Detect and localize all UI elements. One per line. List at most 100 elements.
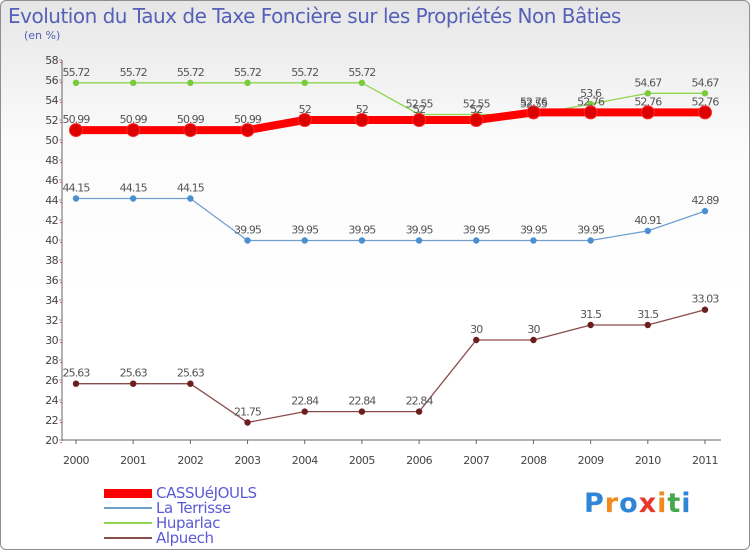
data-point bbox=[244, 79, 251, 87]
data-label: 52.76 bbox=[692, 95, 720, 108]
data-point bbox=[701, 306, 709, 313]
data-point bbox=[183, 123, 198, 138]
x-tick-label: 2008 bbox=[520, 454, 546, 467]
data-label: 52.76 bbox=[634, 95, 662, 108]
data-point bbox=[301, 237, 308, 244]
data-point bbox=[701, 90, 709, 97]
data-label: 25.63 bbox=[177, 367, 205, 380]
x-tick-label: 2010 bbox=[635, 454, 661, 467]
series-line-la-terrisse bbox=[76, 197, 706, 242]
data-point bbox=[473, 336, 480, 344]
x-tick-label: 2009 bbox=[578, 454, 604, 467]
data-label: 30 bbox=[470, 323, 483, 336]
data-label: 53.6 bbox=[580, 87, 602, 100]
data-label: 40.91 bbox=[634, 214, 661, 227]
data-label: 52 bbox=[356, 103, 368, 116]
y-tick-label: 44 bbox=[45, 194, 58, 207]
y-tick-label: 46 bbox=[45, 174, 58, 187]
legend-label-la-terrisse[interactable]: La Terrisse bbox=[156, 499, 231, 517]
proxiti-logo: Proxiti bbox=[584, 488, 692, 519]
x-tick-label: 2001 bbox=[120, 454, 146, 467]
y-tick-label: 30 bbox=[45, 334, 58, 347]
data-label: 39.95 bbox=[577, 224, 605, 237]
data-point bbox=[244, 237, 251, 244]
data-label: 39.95 bbox=[348, 224, 376, 237]
data-label: 52 bbox=[470, 103, 482, 116]
y-tick-label: 36 bbox=[45, 274, 58, 287]
data-point bbox=[701, 207, 709, 215]
data-point bbox=[297, 113, 312, 127]
y-tick-label: 34 bbox=[45, 294, 58, 307]
data-point bbox=[126, 123, 141, 138]
data-point bbox=[244, 419, 251, 426]
y-tick-label: 20 bbox=[45, 434, 58, 447]
legend-label-alpuech[interactable]: Alpuech bbox=[156, 529, 214, 547]
data-label: 50.99 bbox=[177, 113, 205, 126]
data-point bbox=[187, 195, 194, 202]
data-point bbox=[354, 113, 369, 127]
y-tick-label: 22 bbox=[45, 414, 58, 427]
data-label: 44.15 bbox=[120, 182, 148, 195]
data-label: 52.76 bbox=[520, 95, 548, 108]
data-point bbox=[129, 380, 137, 387]
data-label: 55.72 bbox=[177, 66, 204, 79]
y-tick-label: 52 bbox=[45, 114, 58, 127]
data-label: 55.72 bbox=[291, 66, 318, 79]
series-line-cassu-jouls bbox=[76, 108, 705, 135]
data-point bbox=[129, 195, 137, 202]
data-label: 50.99 bbox=[120, 113, 148, 126]
data-point bbox=[469, 113, 484, 127]
data-point bbox=[72, 380, 80, 387]
legend-swatch-la-terrisse bbox=[104, 507, 152, 509]
data-label: 55.72 bbox=[234, 66, 261, 79]
series-line-alpuech bbox=[76, 309, 706, 424]
y-tick-label: 38 bbox=[45, 254, 58, 267]
y-tick-label: 26 bbox=[45, 374, 58, 387]
x-tick-label: 2004 bbox=[292, 454, 318, 467]
data-label: 52 bbox=[299, 103, 311, 116]
y-tick-label: 32 bbox=[45, 314, 58, 327]
data-label: 39.95 bbox=[463, 224, 491, 237]
y-tick-label: 40 bbox=[45, 234, 58, 247]
data-label: 31.5 bbox=[580, 308, 602, 321]
data-point bbox=[530, 237, 537, 244]
x-tick-label: 2000 bbox=[63, 454, 89, 467]
data-label: 50.99 bbox=[234, 113, 262, 126]
data-label: 52.55 bbox=[463, 98, 491, 111]
data-point bbox=[583, 105, 598, 120]
series-line-huparlac bbox=[76, 82, 705, 116]
data-label: 44.15 bbox=[177, 182, 205, 195]
data-label: 39.95 bbox=[234, 224, 262, 237]
x-tick-label: 2007 bbox=[463, 454, 489, 467]
data-point bbox=[587, 237, 594, 244]
x-tick-label: 2003 bbox=[235, 454, 261, 467]
data-point bbox=[412, 113, 427, 127]
legend-label-huparlac[interactable]: Huparlac bbox=[156, 514, 221, 532]
y-tick-label: 54 bbox=[45, 94, 58, 107]
data-point bbox=[72, 195, 80, 202]
data-label: 39.95 bbox=[406, 224, 434, 237]
data-point bbox=[301, 79, 308, 87]
y-tick-label: 24 bbox=[45, 394, 58, 407]
x-tick-label: 2011 bbox=[692, 454, 718, 467]
data-point bbox=[72, 79, 80, 87]
data-label: 55.72 bbox=[63, 66, 90, 79]
legend-label-cassuejouls[interactable]: CASSUéJOULS bbox=[156, 484, 257, 502]
data-point bbox=[644, 90, 652, 97]
data-label: 31.5 bbox=[637, 308, 659, 321]
data-label: 55.72 bbox=[348, 66, 375, 79]
data-label: 50.99 bbox=[63, 113, 91, 126]
chart-title: Evolution du Taux de Taxe Foncière sur l… bbox=[8, 4, 621, 28]
data-label: 52.55 bbox=[520, 98, 548, 111]
x-tick-label: 2006 bbox=[406, 454, 432, 467]
data-point bbox=[358, 79, 366, 87]
y-tick-label: 28 bbox=[45, 354, 58, 367]
data-label: 55.72 bbox=[120, 66, 147, 79]
data-label: 39.95 bbox=[291, 224, 319, 237]
data-point bbox=[301, 408, 308, 415]
data-point bbox=[187, 380, 194, 387]
data-point bbox=[473, 237, 480, 244]
data-point bbox=[415, 237, 423, 244]
